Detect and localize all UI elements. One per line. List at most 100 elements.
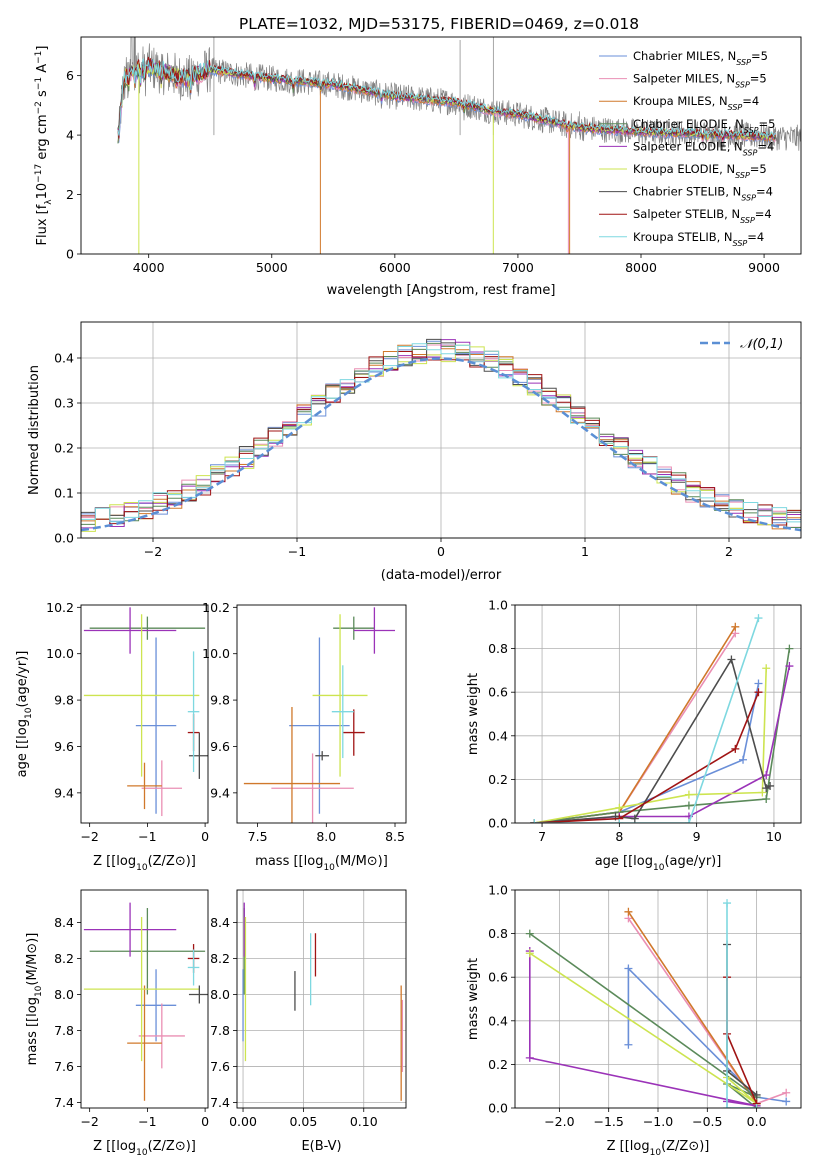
weight-marker-chabrier-elodie [525,929,534,938]
y-tick-label: 1.0 [488,598,508,613]
y-tick-label: 7.6 [54,1059,74,1074]
y-tick-label: 0.4 [488,728,508,743]
errorbar-kroupa-elodie [312,614,368,777]
x-tick-label: 9000 [748,260,780,275]
y-tick-label: 8.4 [54,915,74,930]
plot-area [83,607,208,817]
legend-label-kroupa-elodie: Kroupa ELODIE, NSSP=5 [633,162,767,180]
errorbar-salpeter-elodie [353,607,396,654]
weight-marker-kroupa-stelib [752,1104,761,1108]
axes-frame [236,604,407,824]
weight-marker-kroupa-stelib [723,899,732,908]
axis-label: mass [[log10(M/M⊙)] [25,933,44,1066]
weight-marker-chabrier-stelib [766,781,775,790]
weight-marker-salpeter-miles [782,1088,791,1097]
errorbar-kroupa-elodie [83,917,200,1062]
plot-area [83,902,208,1101]
axis-label: Z [[log10(Z/Z⊙)] [93,1139,196,1158]
axes-age_vs_Z: −2 −1 0 9.4 9.6 9.8 10.0 10.2 Z [[log10(Z/Z⊙)] ag… [15,600,209,873]
y-tick-label: 0.8 [488,926,508,941]
weight-marker-salpeter-elodie [785,662,794,671]
errorbar-kroupa-stelib [187,651,200,772]
y-tick-label: 8.2 [54,951,74,966]
axis-label: mass [[log10(M/M⊙)] [255,854,388,873]
y-tick-label: 0.6 [488,970,508,985]
weight-marker-salpeter-stelib [731,744,740,753]
axis-label: Z [[log10(Z/Z⊙)] [93,854,196,873]
weight-marker-chabrier-miles [754,679,763,688]
plot-area [117,37,801,254]
y-tick-label: 0.1 [54,486,74,501]
y-tick-label: 7.8 [54,1023,74,1038]
axes-weight_vs_age: 7 8 9 10 0.0 0.2 0.4 0.6 0.8 1.0 age [[log10(age/y… [466,598,802,873]
x-tick-label: 4000 [133,260,165,275]
legend-label-kroupa-miles: Kroupa MILES, NSSP=4 [633,94,759,112]
x-tick-label: 0 [201,1114,209,1129]
weight-marker-chabrier-elodie [785,644,794,653]
weight-line-chabrier-miles [627,966,787,1103]
y-tick-label: 0.8 [488,641,508,656]
legend-label-salpeter-elodie: Salpeter ELODIE, NSSP=4 [633,139,774,157]
weight-marker-chabrier-elodie [762,795,771,804]
x-tick-label: 2 [725,544,733,559]
x-tick-label: −1 [288,544,306,559]
x-tick-label: 0.00 [229,1114,257,1129]
y-tick-label: 9.4 [210,785,230,800]
histogram-kroupa-stelib [81,343,801,538]
errorbar-kroupa-elodie [83,614,200,777]
weight-line-salpeter-elodie [528,951,757,1107]
weight-series-chabrier-stelib [530,655,775,823]
weight-marker-kroupa-stelib [530,819,539,823]
y-tick-label: 7.4 [210,1095,230,1110]
axes-spectrum: 4000 5000 6000 7000 8000 9000 0 2 4 6 wavelength [… [34,36,802,298]
y-tick-label: 1.0 [488,883,508,898]
x-tick-label: 0.05 [289,1114,317,1129]
weight-marker-chabrier-miles [739,755,748,764]
axes-frame [80,604,209,824]
axes-mass_vs_Z: −2 −1 0 7.4 7.6 7.8 8.0 8.2 8.4 Z [[log10(Z/Z⊙)] m… [25,889,209,1158]
x-tick-label: 6000 [379,260,411,275]
y-tick-label: 9.6 [54,739,74,754]
weight-marker-chabrier-stelib [630,814,639,823]
weight-marker-kroupa-stelib [615,819,624,823]
weight-marker-chabrier-stelib [727,655,736,664]
y-tick-label: 0.4 [54,351,74,366]
weight-marker-kroupa-stelib [684,819,693,823]
normal-curve [81,357,801,532]
x-tick-label: −2 [80,1114,98,1129]
legend-label-normal: 𝒩(0,1) [740,337,783,352]
axes-age_vs_mass: 7.5 8.0 8.5 9.4 9.6 9.8 10.0 10.2 mass [[log10(M… [202,600,407,873]
y-tick-label: 6 [66,68,74,83]
y-tick-label: 0.2 [488,772,508,787]
weight-marker-kroupa-elodie [615,803,624,812]
errorbar-kroupa-stelib [187,949,200,986]
y-tick-label: 9.4 [54,785,74,800]
x-tick-label: 7 [538,829,546,844]
weight-series-chabrier-stelib [723,940,761,1099]
errorbar-kroupa-stelib [331,665,354,759]
y-tick-label: 0.2 [488,1057,508,1072]
errorbar-salpeter-elodie [83,607,177,654]
weight-line-kroupa-miles [627,911,758,1105]
legend: Chabrier MILES, NSSP=5 Salpeter MILES, NS… [599,49,775,247]
plot-area [530,614,794,823]
errorbar-salpeter-elodie [83,902,177,957]
y-tick-label: 10.2 [46,600,74,615]
x-tick-label: 1 [581,544,589,559]
y-axis-label: mass weight [466,958,481,1040]
errorbar-chabrier-stelib [188,985,208,1004]
y-tick-label: 7.8 [210,1023,230,1038]
axes-frame [80,889,209,1109]
y-tick-label: 8.0 [54,987,74,1002]
weight-series-kroupa-miles [624,907,761,1108]
y-tick-label: 8.2 [210,951,230,966]
y-axis-label: mass weight [466,673,481,755]
x-axis-label: (data-model)/error [381,568,502,583]
errorbar-kroupa-miles [127,762,162,810]
errorbar-chabrier-miles [135,969,177,1042]
legend-label-chabrier-miles: Chabrier MILES, NSSP=5 [633,49,768,67]
y-tick-label: 9.6 [210,739,230,754]
weight-marker-kroupa-elodie [758,788,767,797]
x-tick-label: −1.5 [594,1114,624,1129]
x-tick-label: −2.0 [544,1114,574,1129]
